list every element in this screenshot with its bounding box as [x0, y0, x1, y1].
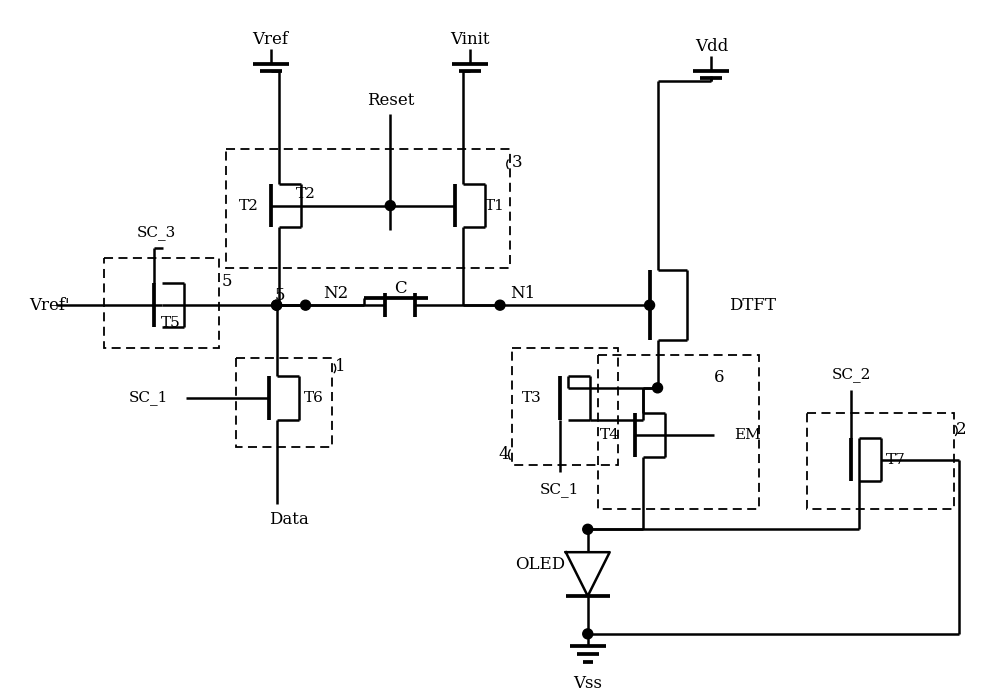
Bar [598, 355, 759, 510]
Circle shape [495, 300, 505, 310]
Bar [512, 348, 618, 465]
Text: 1: 1 [335, 359, 346, 376]
Text: 2: 2 [955, 421, 966, 438]
Text: Data: Data [269, 511, 308, 528]
Bar [807, 413, 954, 510]
Text: Reset: Reset [367, 93, 414, 110]
Text: T2: T2 [239, 198, 259, 213]
Text: N2: N2 [323, 285, 349, 302]
Text: C: C [394, 280, 407, 297]
Text: T3: T3 [522, 391, 542, 405]
Text: T7: T7 [886, 452, 906, 466]
Text: DTFT: DTFT [729, 297, 776, 313]
Text: 6: 6 [714, 369, 725, 387]
Text: Vinit: Vinit [450, 31, 490, 47]
Text: 5: 5 [222, 273, 232, 290]
Circle shape [272, 300, 282, 310]
Text: T1: T1 [485, 198, 505, 213]
Text: Vref: Vref [253, 31, 289, 47]
Text: SC_1: SC_1 [540, 482, 580, 497]
Circle shape [583, 629, 593, 639]
Text: Vss: Vss [573, 675, 602, 692]
Text: T4: T4 [600, 428, 620, 442]
Bar [104, 258, 219, 348]
Text: T6: T6 [304, 391, 323, 405]
Text: OLED: OLED [515, 556, 565, 572]
Circle shape [301, 300, 311, 310]
Text: 4: 4 [499, 446, 509, 463]
Bar [236, 358, 332, 447]
Text: SC_1: SC_1 [128, 390, 168, 406]
Text: T5: T5 [161, 316, 181, 330]
Circle shape [583, 524, 593, 534]
Text: Vdd: Vdd [695, 38, 728, 54]
Text: EM: EM [734, 428, 761, 442]
Bar [226, 149, 510, 268]
Circle shape [272, 300, 282, 310]
Text: N1: N1 [510, 285, 535, 302]
Circle shape [645, 300, 655, 310]
Text: 3: 3 [512, 154, 522, 171]
Text: SC_3: SC_3 [136, 225, 176, 240]
Circle shape [385, 200, 395, 211]
Text: Vref': Vref' [29, 297, 70, 313]
Text: T2: T2 [296, 186, 315, 200]
Circle shape [653, 383, 663, 393]
Text: SC_2: SC_2 [831, 367, 871, 383]
Text: 5: 5 [275, 287, 286, 304]
